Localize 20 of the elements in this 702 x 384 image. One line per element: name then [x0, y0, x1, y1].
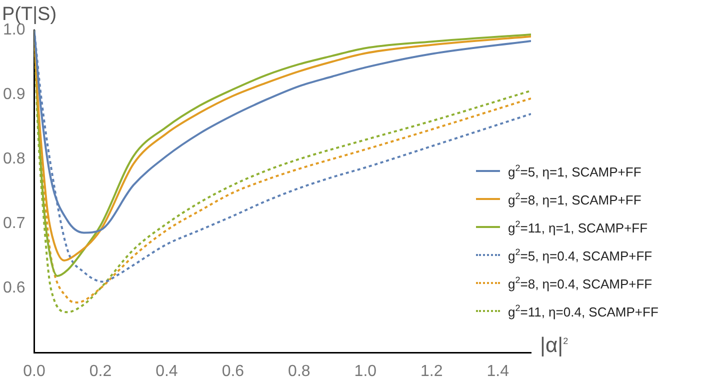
y-tick-label: 0.8 [2, 150, 26, 168]
y-tick-label: 0.7 [2, 215, 26, 232]
legend-label: g$^{2}$=11, η=1, SCAMP+FF [508, 218, 648, 236]
y-tick-label: 0.9 [2, 86, 26, 103]
x-tick-label: 0.2 [89, 362, 112, 380]
y-axis-title: P(T|S) [2, 4, 57, 25]
x-tick-label: 1.2 [420, 362, 443, 380]
legend-label: g$^{2}$=8, η=0.4, SCAMP+FF [508, 274, 652, 292]
x-tick-label: 1.4 [486, 362, 510, 380]
x-tick-label: 1.0 [354, 362, 377, 380]
legend-label: g$^{2}$=5, η=1, SCAMP+FF [508, 162, 642, 180]
x-tick-label: 0.8 [288, 362, 310, 380]
legend-label: g$^{2}$=11, η=0.4, SCAMP+FF [508, 302, 658, 320]
x-axis-title: |α|$^{2}$ [540, 334, 568, 358]
y-tick-label: 0.6 [2, 280, 26, 297]
legend-label: g$^{2}$=8, η=1, SCAMP+FF [508, 190, 642, 208]
x-tick-label: 0.4 [156, 362, 178, 380]
x-tick-label: 0.0 [23, 362, 46, 380]
x-tick-label: 0.6 [222, 362, 244, 380]
legend-label: g$^{2}$=5, η=0.4, SCAMP+FF [508, 246, 652, 264]
